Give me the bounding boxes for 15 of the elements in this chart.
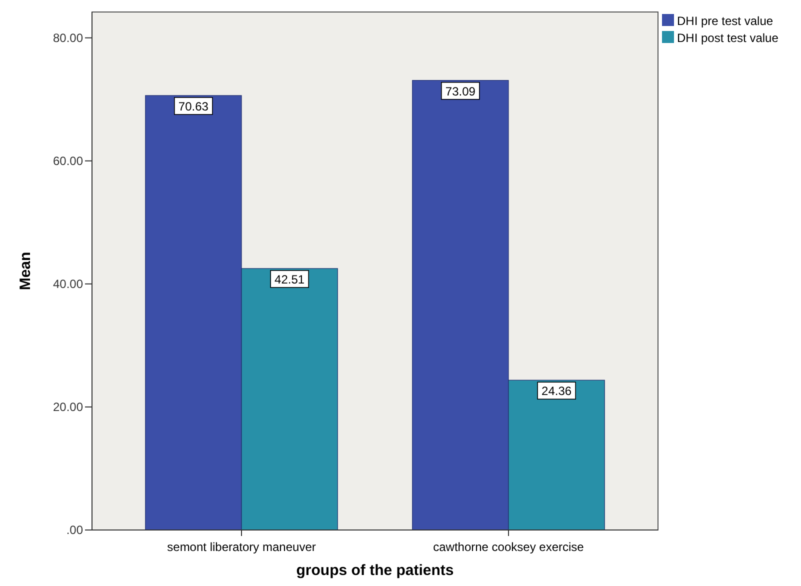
legend-label: DHI post test value (677, 31, 779, 45)
y-tick-label: 60.00 (52, 154, 84, 168)
data-label: 42.51 (274, 272, 305, 286)
y-tick-label: 80.00 (52, 30, 84, 45)
x-tick-label: semont liberatory maneuver (167, 540, 316, 554)
data-label: 24.36 (542, 384, 572, 398)
data-label: 73.09 (445, 84, 476, 98)
data-label: 70.63 (178, 99, 209, 114)
y-tick-label: 20.00 (52, 400, 84, 414)
y-tick-label: .00 (66, 523, 84, 537)
x-axis-title: groups of the patients (296, 562, 454, 579)
legend-label: DHI pre test value (677, 14, 774, 28)
y-tick-label: 40.00 (52, 276, 84, 291)
x-tick-label: cawthorne cooksey exercise (433, 540, 584, 554)
y-axis-title: Mean (17, 252, 34, 290)
